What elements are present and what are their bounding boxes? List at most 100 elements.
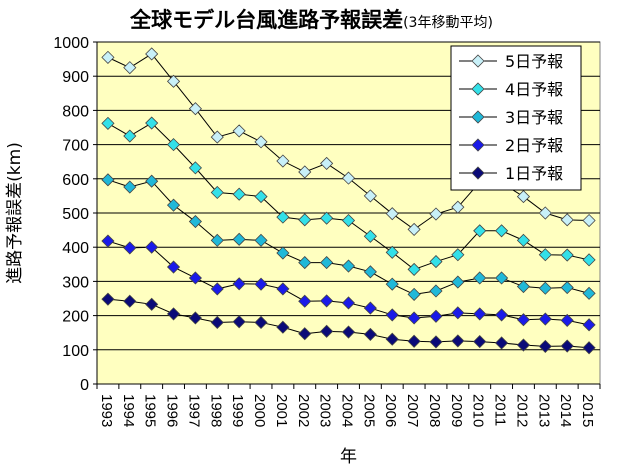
data-point [451, 275, 465, 289]
axes: 0 100 200 300 400 500 600 700 800 900 1000 1993 1994… [53, 35, 601, 427]
y-axis-label: 進路予報誤差(km) [5, 142, 25, 284]
data-point [101, 234, 115, 248]
data-point [495, 224, 509, 238]
data-point [210, 233, 224, 247]
data-point [232, 315, 246, 329]
data-point [166, 260, 181, 274]
data-point [320, 294, 334, 308]
data-point [363, 327, 377, 341]
data-point [495, 308, 509, 322]
data-point [320, 211, 334, 225]
data-point [560, 280, 574, 295]
y-tick-label: 800 [62, 103, 89, 120]
x-tick-label: 2015 [579, 394, 596, 427]
data-point [276, 320, 290, 334]
data-point [341, 325, 356, 339]
data-point [123, 294, 137, 308]
x-tick-label: 1998 [207, 394, 224, 427]
x-tick-label: 2008 [426, 394, 443, 427]
data-point [538, 281, 552, 295]
data-point [298, 256, 312, 270]
data-point [582, 213, 596, 228]
data-point [429, 284, 443, 298]
data-point [188, 102, 202, 116]
data-point [538, 248, 552, 262]
x-axis-label: 年 [340, 447, 357, 467]
data-point [232, 187, 246, 201]
data-point [495, 271, 509, 285]
data-point [429, 309, 443, 323]
data-point [385, 332, 399, 346]
legend-marker [471, 82, 485, 96]
data-point [276, 154, 290, 168]
data-point [320, 324, 334, 338]
y-tick-label: 1000 [53, 35, 89, 52]
x-tick-label: 2012 [513, 394, 530, 427]
legend-marker [471, 54, 485, 68]
chart-subtitle: (3年移動平均) [403, 15, 493, 31]
data-point [320, 256, 334, 270]
data-point [254, 315, 268, 330]
y-tick-label: 200 [62, 309, 89, 326]
data-point [385, 308, 399, 322]
data-point [385, 207, 399, 221]
data-point [101, 173, 115, 187]
data-point [145, 297, 159, 311]
x-tick-label: 2010 [470, 394, 487, 427]
x-tick-label: 1999 [229, 394, 246, 427]
data-point [145, 240, 159, 254]
y-tick-label: 500 [62, 206, 89, 223]
data-point [166, 138, 181, 152]
legend-label: 4日予報 [505, 80, 563, 99]
x-tick-label: 1994 [120, 394, 137, 427]
y-tick-label: 0 [80, 377, 89, 394]
data-point [363, 229, 377, 243]
legend-marker [471, 138, 485, 152]
data-point [407, 311, 421, 325]
data-point [538, 312, 552, 326]
data-point [166, 198, 181, 212]
data-point [560, 248, 574, 262]
series-4 [101, 234, 596, 332]
data-point [341, 259, 356, 273]
data-point [429, 207, 443, 221]
data-point [363, 265, 377, 279]
x-tick-label: 2006 [382, 394, 399, 427]
chart-title-block: 全球モデル台風進路予報誤差(3年移動平均) [0, 4, 623, 34]
data-point [254, 190, 268, 204]
series-5 [101, 292, 596, 355]
data-point [145, 47, 159, 61]
legend: 5日予報 4日予報 3日予報 2日予報 1日予報 [450, 45, 582, 191]
data-point [101, 292, 115, 306]
x-tick-label: 1997 [185, 394, 202, 427]
data-point [145, 116, 159, 130]
data-point [188, 311, 202, 325]
data-point [101, 50, 115, 64]
data-point [341, 213, 356, 228]
legend-marker [471, 110, 485, 124]
data-point [298, 213, 312, 227]
x-tick-label: 2009 [448, 394, 465, 427]
data-point [473, 307, 487, 321]
data-point [341, 171, 356, 185]
data-point [188, 214, 202, 229]
data-point [276, 210, 290, 224]
series-1 [101, 47, 596, 236]
data-point [516, 190, 531, 204]
y-tick-label: 400 [62, 240, 89, 257]
series-layer [101, 47, 596, 355]
legend-label: 5日予報 [505, 52, 563, 71]
data-point [232, 124, 246, 138]
y-tick-label: 600 [62, 172, 89, 189]
data-point [385, 277, 399, 291]
data-point [363, 301, 377, 315]
x-tick-label: 2000 [251, 394, 268, 427]
data-point [123, 129, 137, 143]
data-point [232, 232, 246, 246]
data-point [516, 279, 531, 294]
x-tick-label: 2007 [404, 394, 421, 427]
data-point [473, 335, 487, 349]
data-point [473, 224, 487, 238]
